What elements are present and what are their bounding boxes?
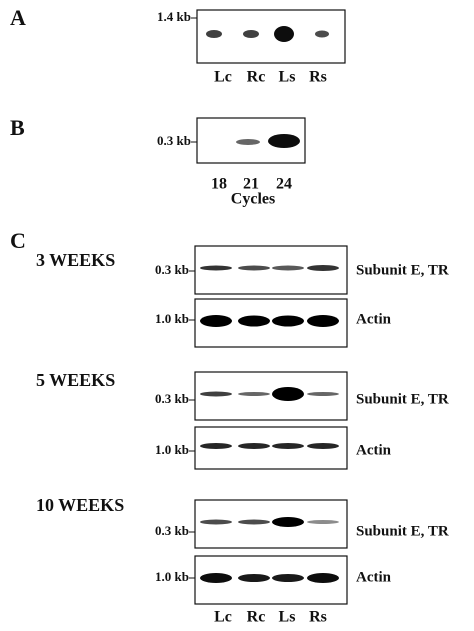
band	[272, 574, 304, 582]
lane-label: Rs	[309, 609, 327, 626]
size-marker: 1.4 kb	[157, 9, 191, 24]
blot-name: Actin	[356, 569, 392, 585]
band	[307, 573, 339, 583]
band	[307, 443, 339, 449]
band	[272, 443, 304, 449]
group-title: 3 WEEKS	[36, 250, 115, 270]
band	[315, 30, 329, 38]
size-marker: 0.3 kb	[155, 523, 189, 538]
band	[200, 265, 232, 271]
lane-label: Lc	[214, 69, 232, 86]
size-marker: 1.0 kb	[155, 569, 189, 584]
lane-label: 18	[211, 176, 227, 193]
group-title: 10 WEEKS	[36, 495, 124, 515]
band	[272, 315, 304, 327]
panel-label: A	[10, 5, 26, 30]
band	[238, 574, 270, 582]
panel-label: B	[10, 115, 25, 140]
band	[268, 134, 300, 148]
size-marker: 0.3 kb	[155, 391, 189, 406]
lane-label: Rc	[247, 69, 266, 86]
band	[200, 443, 232, 449]
band	[236, 139, 260, 145]
blot-name: Actin	[356, 442, 392, 458]
panel-label: C	[10, 228, 26, 253]
axis-label: Cycles	[231, 191, 275, 208]
band	[272, 517, 304, 527]
size-marker: 1.0 kb	[155, 311, 189, 326]
lane-label: Ls	[279, 609, 296, 626]
band	[238, 315, 270, 327]
blot-name: Subunit E, TR	[356, 523, 449, 539]
band	[272, 265, 304, 271]
band	[200, 315, 232, 327]
size-marker: 1.0 kb	[155, 442, 189, 457]
blot-frame	[194, 499, 348, 549]
band	[206, 30, 222, 38]
blot-name: Subunit E, TR	[356, 391, 449, 407]
band	[238, 392, 270, 396]
band	[200, 391, 232, 397]
band	[307, 315, 339, 327]
band	[238, 265, 270, 271]
band	[238, 519, 270, 525]
lane-label: Ls	[279, 69, 296, 86]
band	[307, 265, 339, 271]
band	[238, 443, 270, 449]
blot-name: Actin	[356, 311, 392, 327]
band	[274, 26, 294, 42]
lane-label: 21	[243, 176, 259, 193]
band	[200, 519, 232, 525]
band	[307, 392, 339, 396]
lane-label: 24	[276, 176, 292, 193]
band	[272, 387, 304, 401]
lane-label: Rc	[247, 609, 266, 626]
group-title: 5 WEEKS	[36, 370, 115, 390]
band	[243, 30, 259, 38]
lane-label: Lc	[214, 609, 232, 626]
lane-label: Rs	[309, 69, 327, 86]
band	[200, 573, 232, 583]
band	[307, 520, 339, 524]
size-marker: 0.3 kb	[157, 133, 191, 148]
size-marker: 0.3 kb	[155, 262, 189, 277]
blot-name: Subunit E, TR	[356, 262, 449, 278]
